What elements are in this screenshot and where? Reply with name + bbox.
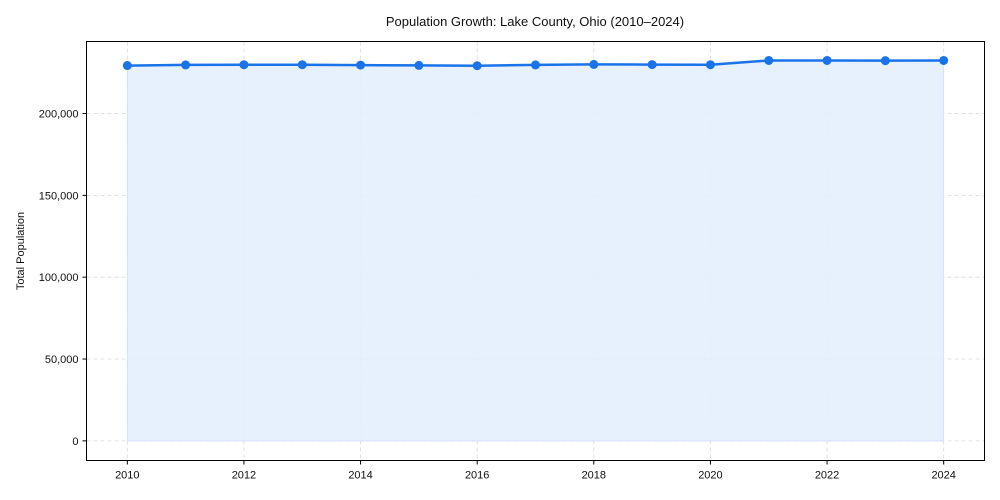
data-point	[531, 60, 540, 70]
data-point-markers	[122, 55, 949, 71]
data-point	[356, 60, 366, 70]
x-tick-label: 2016	[465, 470, 489, 482]
x-tick-label: 2024	[931, 470, 955, 482]
data-point	[589, 59, 599, 69]
x-tick-label: 2018	[582, 470, 606, 482]
data-point	[647, 60, 657, 70]
x-tick-label: 2020	[698, 470, 722, 482]
y-tick-label: 0	[72, 436, 78, 448]
data-point	[764, 55, 774, 65]
y-axis-label: Total Population	[15, 212, 27, 290]
y-tick-label: 200,000	[39, 109, 79, 121]
y-tick-label: 50,000	[45, 354, 79, 366]
data-point	[705, 60, 715, 70]
data-point	[880, 56, 890, 66]
data-point	[297, 60, 307, 70]
data-point	[822, 55, 832, 65]
x-tick-label: 2010	[115, 470, 139, 482]
x-tick-label: 2012	[232, 470, 256, 482]
y-axis-ticks: 0 50,000 100,000 150,000 200,000	[39, 109, 87, 448]
x-axis-ticks: 2010 2012 2014 2016 2018 2020 2022 2024	[115, 460, 956, 482]
x-tick-label: 2022	[815, 470, 839, 482]
axes-frame	[86, 41, 985, 461]
data-point	[939, 55, 949, 65]
data-point	[181, 60, 191, 70]
data-point	[414, 60, 424, 70]
y-tick-label: 150,000	[39, 190, 79, 202]
population-area-fill	[127, 60, 944, 442]
x-tick-label: 2014	[348, 470, 372, 482]
data-point	[122, 61, 132, 71]
chart-title: Population Growth: Lake County, Ohio (20…	[386, 14, 684, 29]
y-tick-label: 100,000	[39, 272, 79, 284]
data-point	[472, 61, 482, 71]
data-point	[239, 60, 249, 70]
